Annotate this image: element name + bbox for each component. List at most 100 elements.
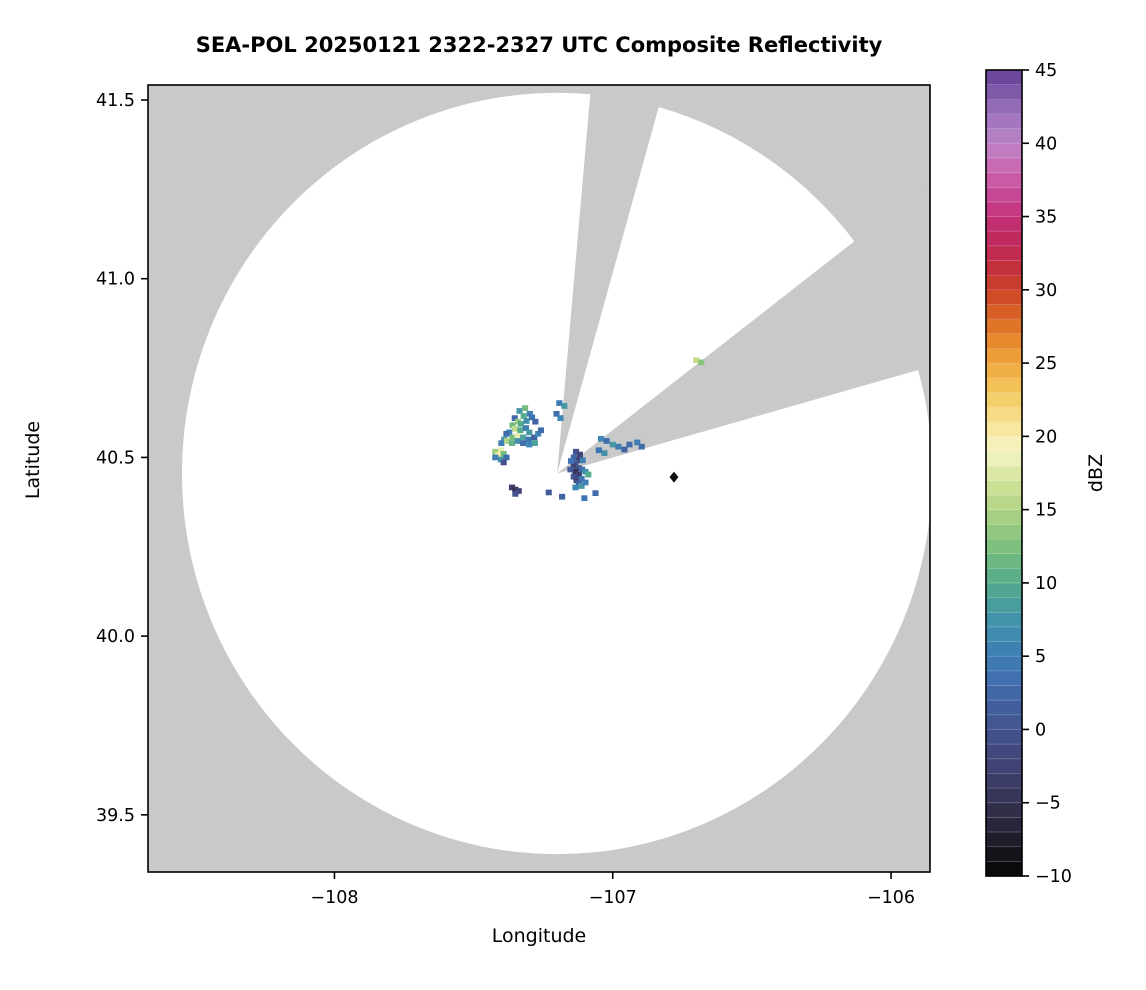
colorbar-tick-label: 15 <box>1035 501 1057 521</box>
colorbar-segment <box>986 157 1022 174</box>
echo-cell <box>572 448 580 455</box>
colorbar-segment <box>986 143 1022 159</box>
colorbar-segment <box>986 84 1022 100</box>
echo-cell <box>579 457 586 464</box>
echo-cell <box>522 425 529 431</box>
echo-cell <box>595 447 602 454</box>
echo-cell <box>492 454 499 461</box>
colorbar-segment <box>986 509 1022 525</box>
echo-cell <box>514 433 521 439</box>
echo-cell <box>523 418 530 424</box>
echo-cell <box>516 408 523 414</box>
colorbar-segment <box>986 333 1022 350</box>
colorbar-segment <box>986 626 1022 643</box>
blocked-sector <box>557 182 930 474</box>
colorbar-segment <box>986 407 1022 423</box>
colorbar-segment <box>986 128 1022 144</box>
colorbar-segment <box>986 363 1022 379</box>
blocked-sector <box>557 85 665 474</box>
echo-cell <box>526 429 533 436</box>
echo-cell <box>579 466 586 473</box>
colorbar-tick-label: −5 <box>1035 794 1061 814</box>
colorbar-segment <box>986 773 1022 789</box>
echo-cell <box>520 413 527 419</box>
colorbar-tick-label: 0 <box>1035 720 1046 740</box>
echo-cell <box>576 451 583 458</box>
colorbar-segment <box>986 582 1022 599</box>
echo-cell <box>503 438 511 444</box>
echo-cell <box>557 415 564 421</box>
colorbar-frame <box>985 69 1023 877</box>
colorbar-segment <box>986 70 1022 86</box>
colorbar-segment <box>986 788 1022 804</box>
echo-cell <box>531 440 538 446</box>
colorbar-segment <box>986 861 1022 877</box>
echo-cell <box>575 465 582 471</box>
echo-cell <box>520 440 527 446</box>
colorbar-segment <box>986 260 1022 276</box>
colorbar-segment <box>986 451 1022 467</box>
echo-cell <box>570 463 577 469</box>
colorbar-segment <box>986 553 1022 569</box>
colorbar-segment <box>986 685 1022 701</box>
colorbar-segment <box>986 304 1022 320</box>
colorbar-segment <box>986 201 1022 218</box>
echo-cell <box>509 422 516 429</box>
y-tick-label: 41.0 <box>96 270 135 290</box>
echo-cell <box>582 479 589 486</box>
echo-cell <box>512 491 519 497</box>
echo-cell <box>517 427 524 434</box>
echo-cell <box>693 357 700 364</box>
echo-cell <box>500 450 507 457</box>
colorbar-segment <box>986 99 1022 115</box>
echo-cell <box>532 418 539 425</box>
radar-coverage-circle <box>182 92 930 855</box>
colorbar-segment <box>986 480 1022 496</box>
colorbar-tick-label: 30 <box>1035 281 1057 301</box>
colorbar-segment <box>986 729 1022 745</box>
echo-cell <box>567 466 574 473</box>
echo-cell <box>592 490 599 497</box>
echo-cell <box>572 484 579 491</box>
colorbar-segment <box>986 802 1022 818</box>
echo-cell <box>578 483 585 489</box>
colorbar-segment <box>986 817 1022 833</box>
echo-cell <box>638 443 645 450</box>
echo-cell <box>528 414 536 421</box>
colorbar-segment <box>986 846 1022 862</box>
echo-cell <box>503 430 510 437</box>
colorbar-tick-label: 10 <box>1035 574 1057 594</box>
echo-cell <box>626 441 633 448</box>
colorbar-segment <box>986 744 1022 760</box>
echo-cell <box>517 420 524 427</box>
colorbar-segment <box>986 714 1022 731</box>
colorbar-tick-label: 40 <box>1035 134 1057 154</box>
echo-cell <box>512 486 519 493</box>
colorbar-segment <box>986 758 1022 775</box>
colorbar-segment <box>986 700 1022 716</box>
echo-cell <box>515 488 522 494</box>
colorbar-segment <box>986 597 1022 613</box>
colorbar-segment <box>986 113 1022 130</box>
echo-cell <box>511 415 518 421</box>
echo-cell <box>511 425 518 432</box>
echo-cell <box>514 438 521 444</box>
echo-cell <box>509 434 516 441</box>
echo-cell <box>497 447 504 454</box>
chart-title: SEA-POL 20250121 2322-2327 UTC Composite… <box>195 33 883 57</box>
echo-cell <box>570 473 577 480</box>
echo-cell <box>615 443 622 450</box>
site-marker-icon <box>669 471 679 483</box>
echo-cell <box>575 471 582 478</box>
echo-cell <box>609 441 616 448</box>
colorbar-segment <box>986 612 1022 628</box>
echo-cell <box>526 441 533 448</box>
colorbar-segment <box>986 538 1022 555</box>
x-tick-label: −108 <box>310 888 358 908</box>
echo-cell <box>503 454 510 461</box>
echo-cell <box>498 440 505 446</box>
echo-cell <box>535 430 542 437</box>
colorbar-segment <box>986 348 1022 364</box>
x-tick-label: −107 <box>589 888 637 908</box>
